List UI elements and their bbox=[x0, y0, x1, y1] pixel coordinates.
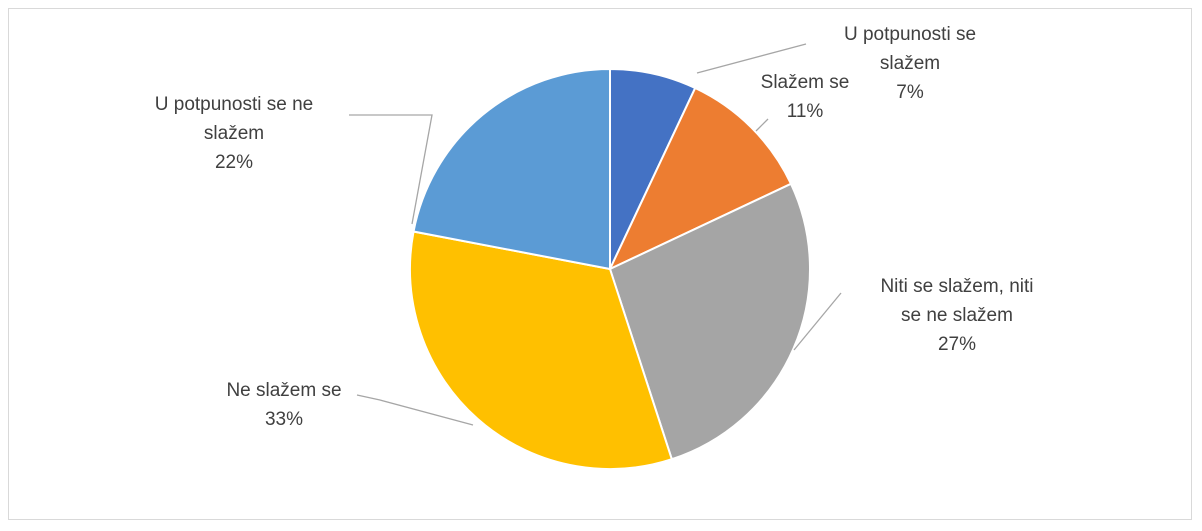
data-label-value: 11% bbox=[787, 101, 824, 122]
leader-line-1 bbox=[755, 118, 769, 132]
data-label-value: 33% bbox=[265, 409, 303, 430]
data-label-category: Niti se slažem, niti bbox=[880, 276, 1033, 297]
data-label-4: U potpunosti se ne slažem 22% bbox=[155, 94, 313, 173]
pie-slice-1 bbox=[607, 86, 793, 272]
data-label-category: U potpunosti se ne bbox=[155, 94, 313, 115]
pie-slice-3 bbox=[409, 230, 674, 470]
data-label-category: Slažem se bbox=[761, 72, 850, 93]
leader-line-2 bbox=[793, 292, 842, 351]
leader-line-4 bbox=[349, 114, 433, 225]
data-label-category: U potpunosti se bbox=[844, 24, 976, 45]
data-label-value: 27% bbox=[938, 334, 976, 355]
data-label-category: se ne slažem bbox=[901, 305, 1013, 326]
leader-line-3 bbox=[356, 394, 474, 426]
pie-slice-2 bbox=[608, 182, 811, 461]
data-label-value: 22% bbox=[215, 152, 253, 173]
leader-line-0 bbox=[696, 43, 807, 74]
data-label-category: Ne slažem se bbox=[226, 380, 341, 401]
data-label-category: slažem bbox=[204, 123, 264, 144]
data-label-0: U potpunosti se slažem 7% bbox=[844, 24, 976, 103]
data-labels: U potpunosti se slažem 7% Slažem se 11% Niti … bbox=[155, 24, 1034, 430]
data-label-category: slažem bbox=[880, 53, 940, 74]
pie-slice-4 bbox=[412, 67, 611, 271]
leader-lines bbox=[349, 43, 842, 426]
data-label-2: Niti se slažem, niti se ne slažem 27% bbox=[880, 276, 1033, 355]
data-label-value: 7% bbox=[896, 82, 924, 103]
data-label-1: Slažem se 11% bbox=[761, 72, 850, 122]
pie-slices bbox=[409, 67, 811, 470]
data-label-3: Ne slažem se 33% bbox=[226, 380, 341, 430]
